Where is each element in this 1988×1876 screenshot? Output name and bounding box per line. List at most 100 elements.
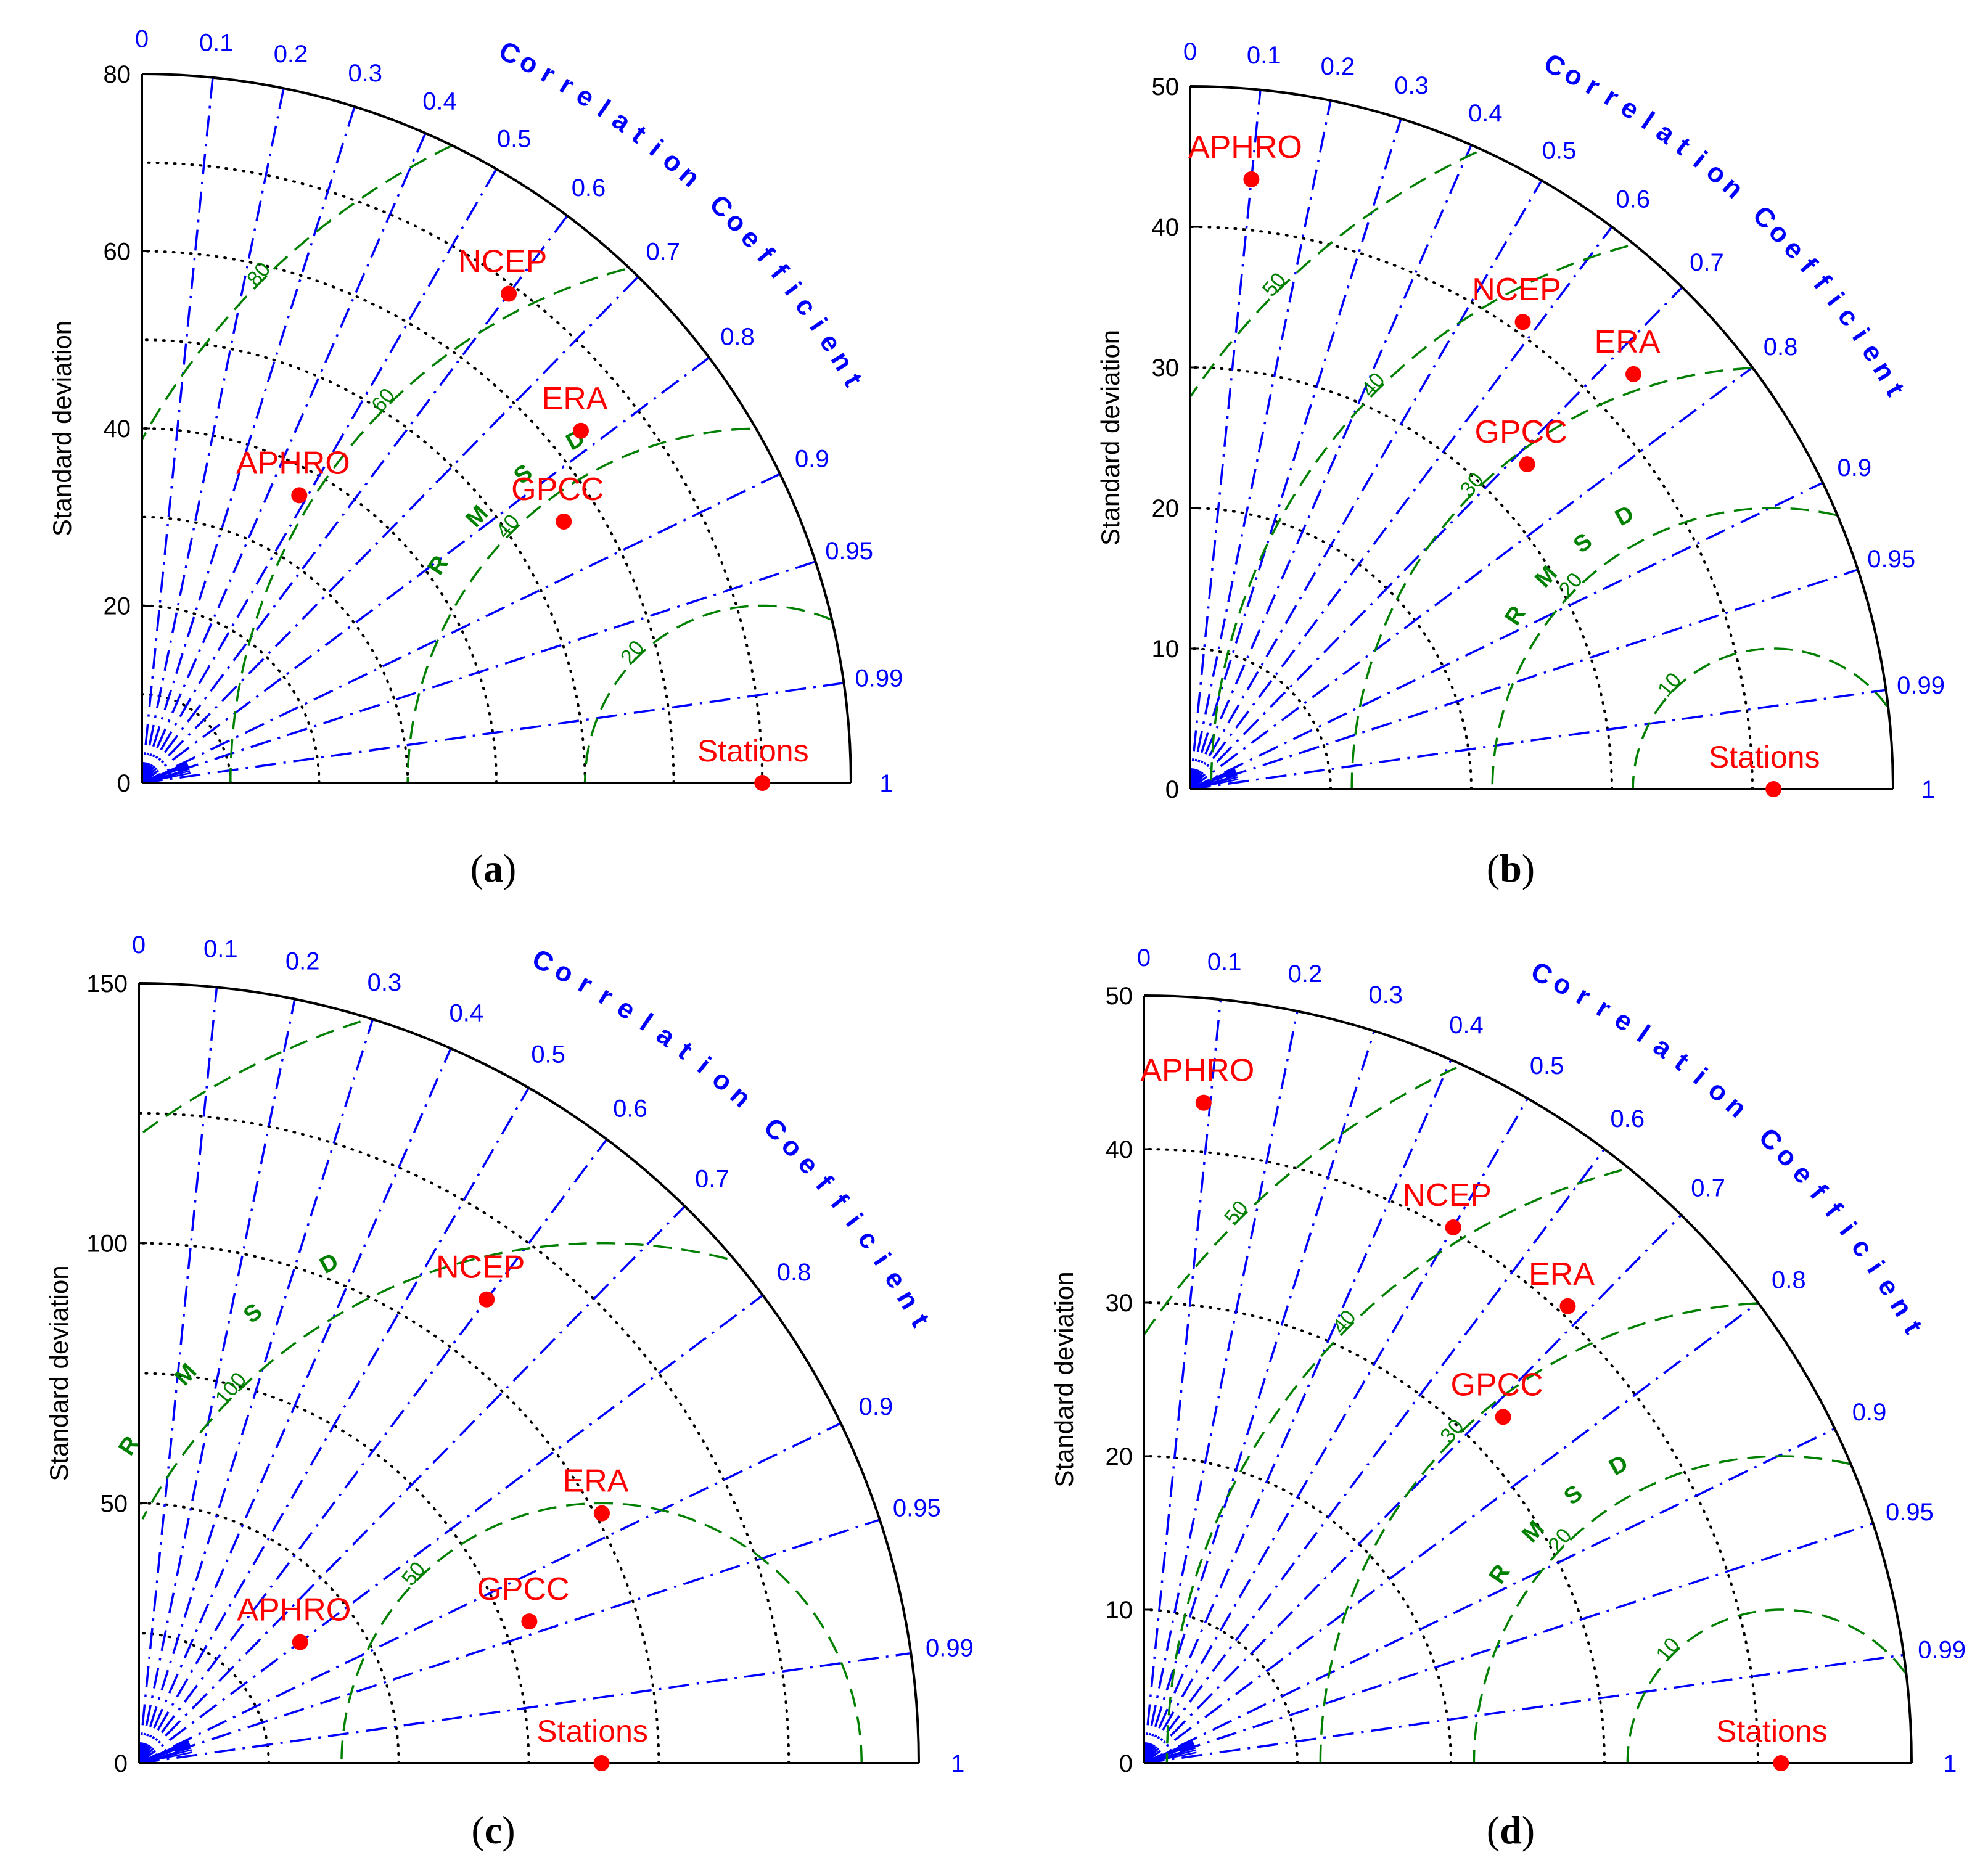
rmsd-title-letter: M: [170, 1359, 202, 1391]
std-tick-label: 30: [1106, 1290, 1133, 1317]
std-tick-label: 20: [1106, 1443, 1133, 1470]
correlation-line: [138, 1018, 374, 1764]
correlation-tick-label: 0: [1183, 38, 1197, 65]
correlation-line: [1189, 179, 1543, 790]
correlation-tick-label: 0.5: [1542, 137, 1577, 164]
correlation-title-letter: e: [879, 1265, 912, 1294]
model-point-era: [1559, 1298, 1576, 1314]
correlation-tick-label: 1: [1921, 776, 1935, 803]
correlation-tick-label: 0: [132, 932, 146, 959]
correlation-line: [1143, 1522, 1874, 1764]
correlation-title-letter: a: [1651, 117, 1681, 150]
model-point-ncep: [1445, 1219, 1461, 1235]
model-point-ncep: [1514, 314, 1531, 330]
y-axis-label: Standard deviation: [44, 1265, 73, 1481]
model-point-gpcc: [1495, 1409, 1511, 1425]
correlation-line: [141, 560, 816, 784]
correlation-tick-label: 0.7: [1691, 1174, 1725, 1202]
correlation-line: [138, 999, 296, 1764]
correlation-tick-label: 0.5: [531, 1041, 565, 1068]
correlation-tick-label: 0.95: [893, 1494, 941, 1522]
y-axis-label: Standard deviation: [1049, 1271, 1078, 1487]
correlation-tick-label: 0.9: [1837, 454, 1871, 481]
rmsd-label: 40: [491, 510, 524, 543]
std-tick-label: 0: [1119, 1750, 1133, 1777]
model-label-aphro: APHRO: [237, 1592, 351, 1628]
correlation-tick-label: 0: [1137, 944, 1151, 972]
correlation-line: [141, 682, 844, 784]
correlation-tick-label: 0.8: [720, 324, 755, 351]
correlation-tick-label: 0.4: [1449, 1012, 1484, 1039]
correlation-tick-label: 0.8: [1772, 1267, 1806, 1294]
correlation-tick-label: 0.3: [368, 969, 402, 996]
rmsd-title-letter: D: [316, 1248, 343, 1279]
std-tick-label: 100: [86, 1231, 128, 1258]
correlation-title-letter: t: [626, 120, 652, 149]
rmsd-contour: [1143, 1067, 1457, 1335]
model-point-era: [1625, 366, 1642, 382]
std-circle: [138, 1502, 400, 1764]
correlation-title-letter: r: [1599, 81, 1624, 113]
model-point-era: [594, 1505, 610, 1522]
rmsd-contour: [584, 604, 832, 784]
model-label-ncep: NCEP: [1402, 1178, 1491, 1213]
model-label-era: ERA: [1595, 324, 1661, 360]
model-point-aphro: [291, 487, 308, 504]
std-circle: [1189, 226, 1754, 790]
rmsd-label: 50: [397, 1557, 430, 1590]
correlation-title-letter: i: [1861, 1256, 1890, 1279]
correlation-tick-label: 0.3: [348, 60, 382, 87]
rmsd-label: 80: [242, 258, 275, 290]
correlation-tick-label: 0.95: [825, 538, 873, 565]
correlation-title-letter: f: [1807, 269, 1837, 295]
correlation-title-letter: t: [1669, 1047, 1695, 1076]
std-tick-label: 40: [104, 416, 131, 443]
model-label-gpcc: GPCC: [477, 1571, 569, 1607]
reference-point: [1773, 1755, 1789, 1771]
correlation-tick-label: 0.4: [1468, 100, 1503, 127]
correlation-title-letter: r: [1581, 70, 1605, 102]
correlation-tick-label: 0.6: [1616, 186, 1650, 213]
std-tick-label: 60: [104, 239, 131, 266]
correlation-line: [138, 1047, 452, 1764]
correlation-tick-label: 1: [951, 1750, 964, 1777]
correlation-line: [138, 1652, 911, 1764]
model-point-era: [572, 422, 589, 439]
rmsd-label: 50: [1220, 1196, 1252, 1229]
correlation-line: [1143, 1148, 1606, 1764]
correlation-fine-line: [138, 1751, 193, 1764]
rmsd-contour: [142, 1020, 361, 1134]
correlation-title-letter: r: [1571, 980, 1595, 1012]
correlation-title-letter: l: [1632, 1019, 1655, 1048]
model-label-ncep: NCEP: [458, 244, 547, 280]
correlation-title-letter: c: [1832, 301, 1865, 331]
correlation-title-letter: i: [803, 313, 832, 336]
correlation-tick-label: 0.6: [613, 1095, 647, 1122]
correlation-tick-label: 1: [1943, 1750, 1957, 1777]
correlation-line: [1143, 1097, 1529, 1764]
model-label-era: ERA: [563, 1464, 629, 1499]
correlation-title-letter: i: [779, 277, 807, 301]
correlation-line: [141, 276, 639, 784]
correlation-tick-label: 0.6: [572, 174, 606, 202]
std-circle: [1189, 366, 1613, 790]
correlation-title-letter: f: [1794, 252, 1823, 279]
correlation-line: [1189, 568, 1859, 790]
rmsd-contour: [141, 1242, 728, 1520]
rmsd-title-letter: D: [1605, 1450, 1632, 1481]
model-label-aphro: APHRO: [1140, 1053, 1254, 1089]
rmsd-contour: [141, 144, 452, 440]
correlation-line: [138, 1422, 842, 1764]
rmsd-contour: [1189, 151, 1477, 397]
model-label-aphro: APHRO: [1188, 129, 1302, 165]
correlation-line: [1189, 689, 1886, 790]
std-tick-label: 0: [114, 1750, 128, 1777]
correlation-tick-label: 1: [879, 770, 893, 797]
rmsd-contour: [1632, 647, 1889, 790]
rmsd-label: 10: [1653, 668, 1686, 701]
outer-arc: [1189, 85, 1894, 790]
correlation-tick-label: 0.1: [203, 935, 238, 962]
correlation-line: [141, 88, 285, 784]
